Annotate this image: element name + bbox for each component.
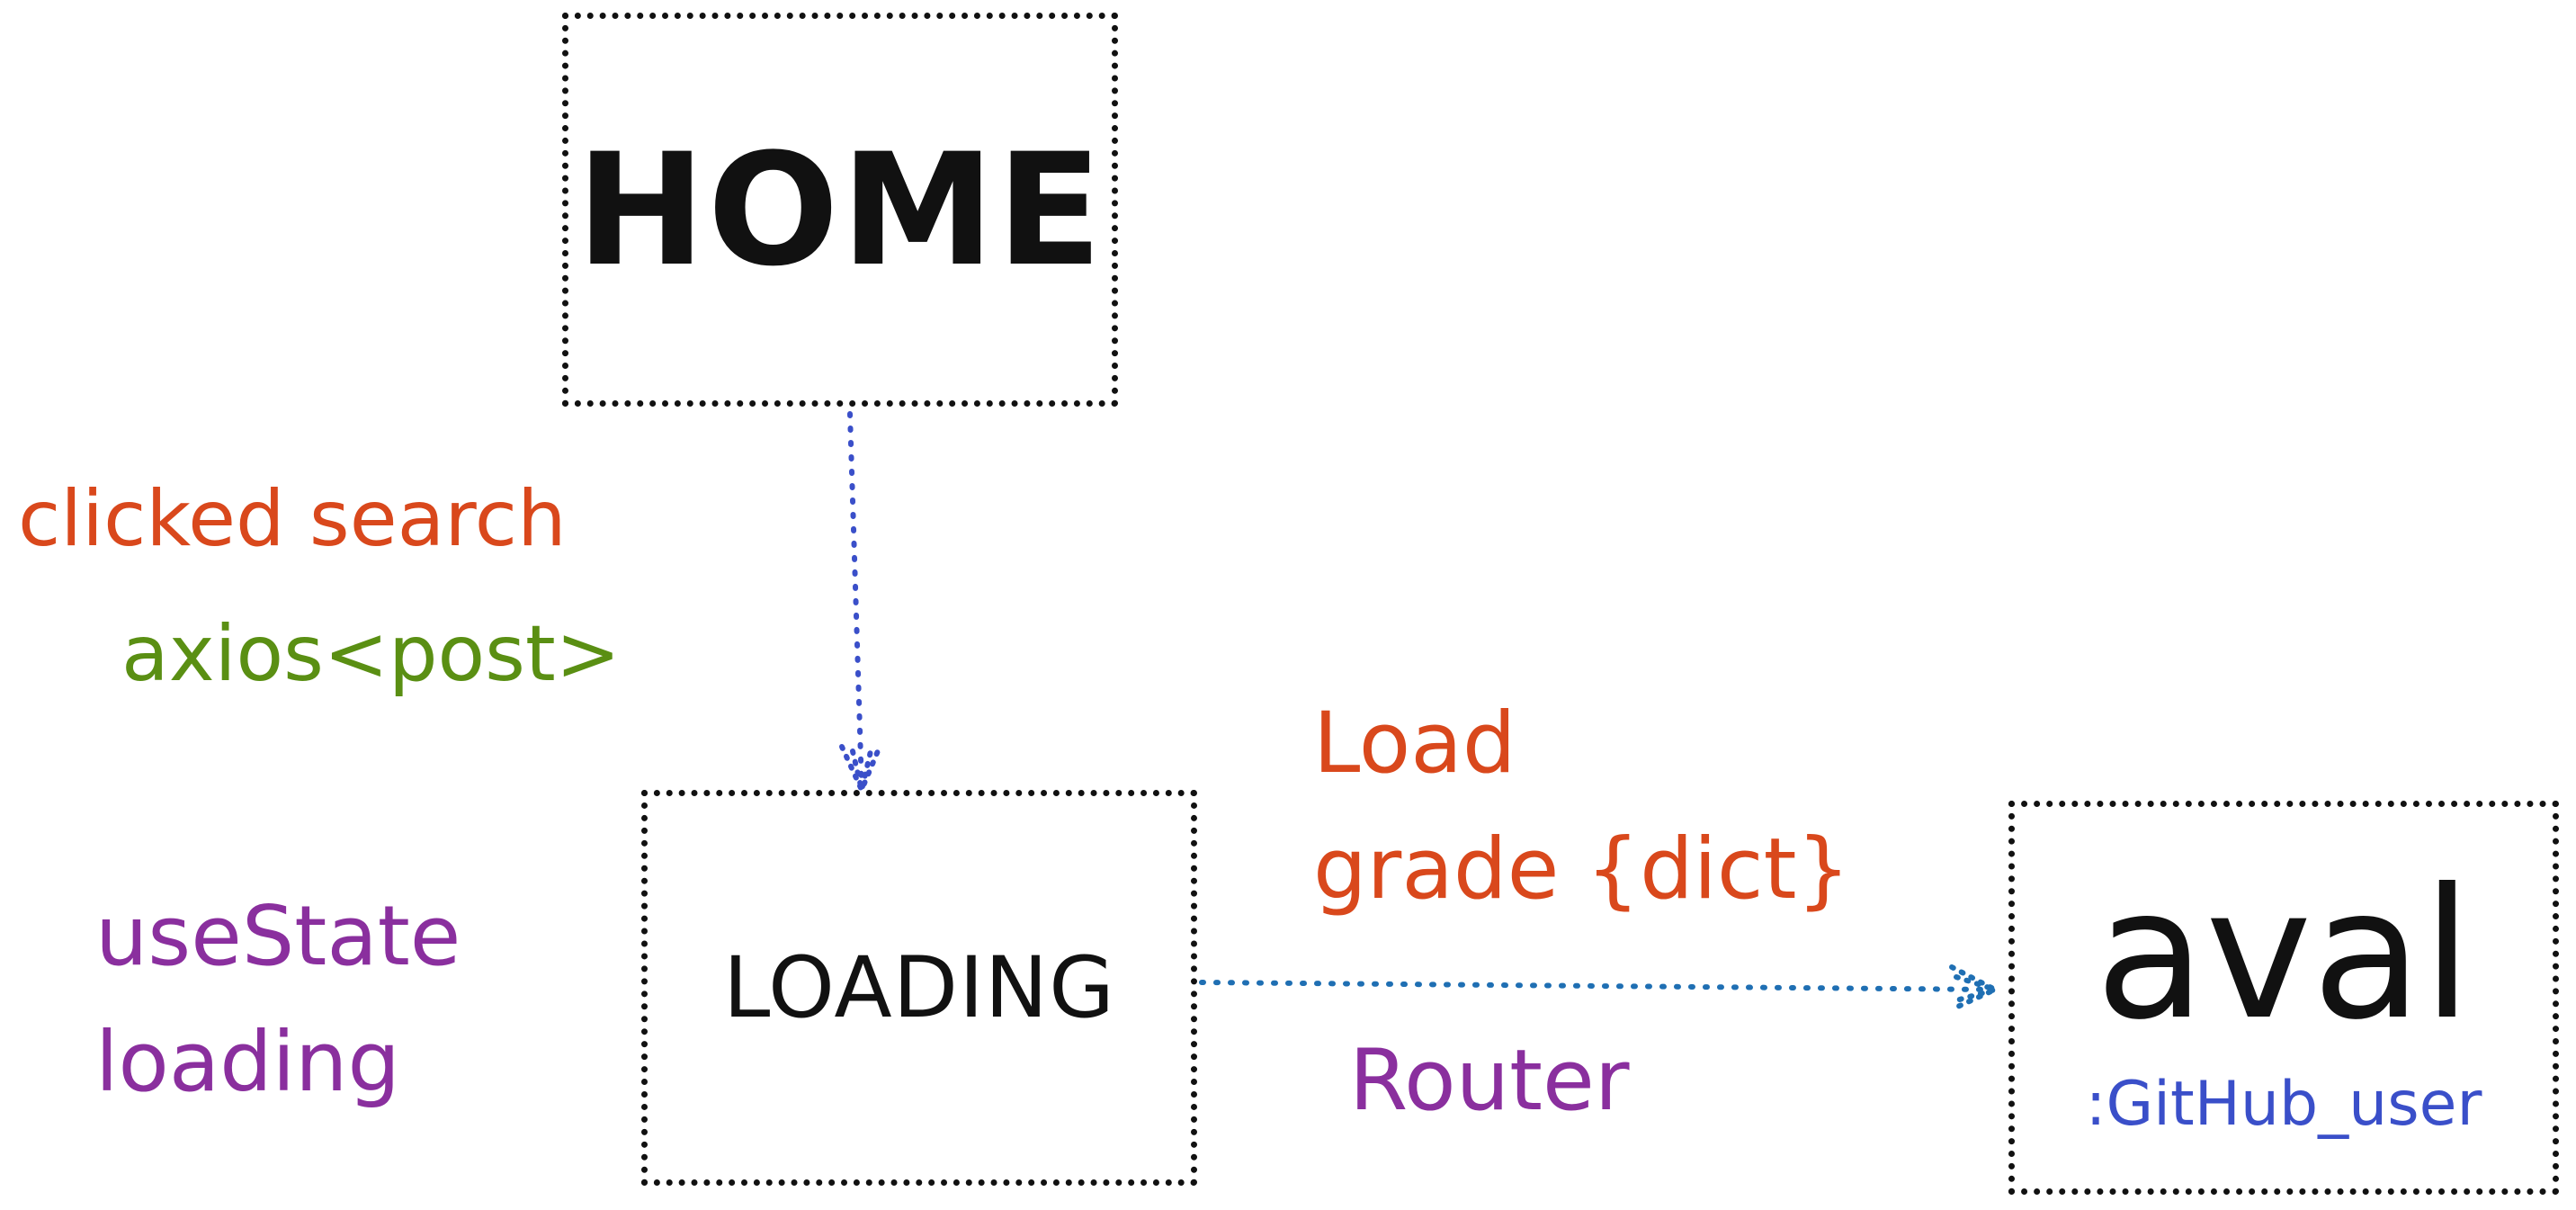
loading-state-note: loading	[95, 1014, 400, 1110]
aval-node: aval :GitHub_user	[2008, 801, 2559, 1195]
arrow-loading-to-aval	[1199, 964, 2005, 1012]
grade-dict-note: grade {dict}	[1313, 820, 1851, 919]
clicked-search-note: clicked search	[18, 474, 567, 564]
arrow-home-to-loading	[839, 411, 882, 797]
load-note: Load	[1313, 695, 1516, 793]
home-label: HOME	[576, 119, 1105, 300]
aval-label: aval	[2095, 849, 2473, 1060]
loading-label: LOADING	[723, 938, 1115, 1037]
home-node: HOME	[562, 13, 1118, 407]
router-note: Router	[1349, 1032, 1630, 1130]
loading-node: LOADING	[641, 790, 1197, 1186]
aval-subtitle: :GitHub_user	[2085, 1068, 2482, 1140]
usestate-note: useState	[95, 888, 461, 984]
axios-post-note: axios<post>	[121, 609, 621, 699]
